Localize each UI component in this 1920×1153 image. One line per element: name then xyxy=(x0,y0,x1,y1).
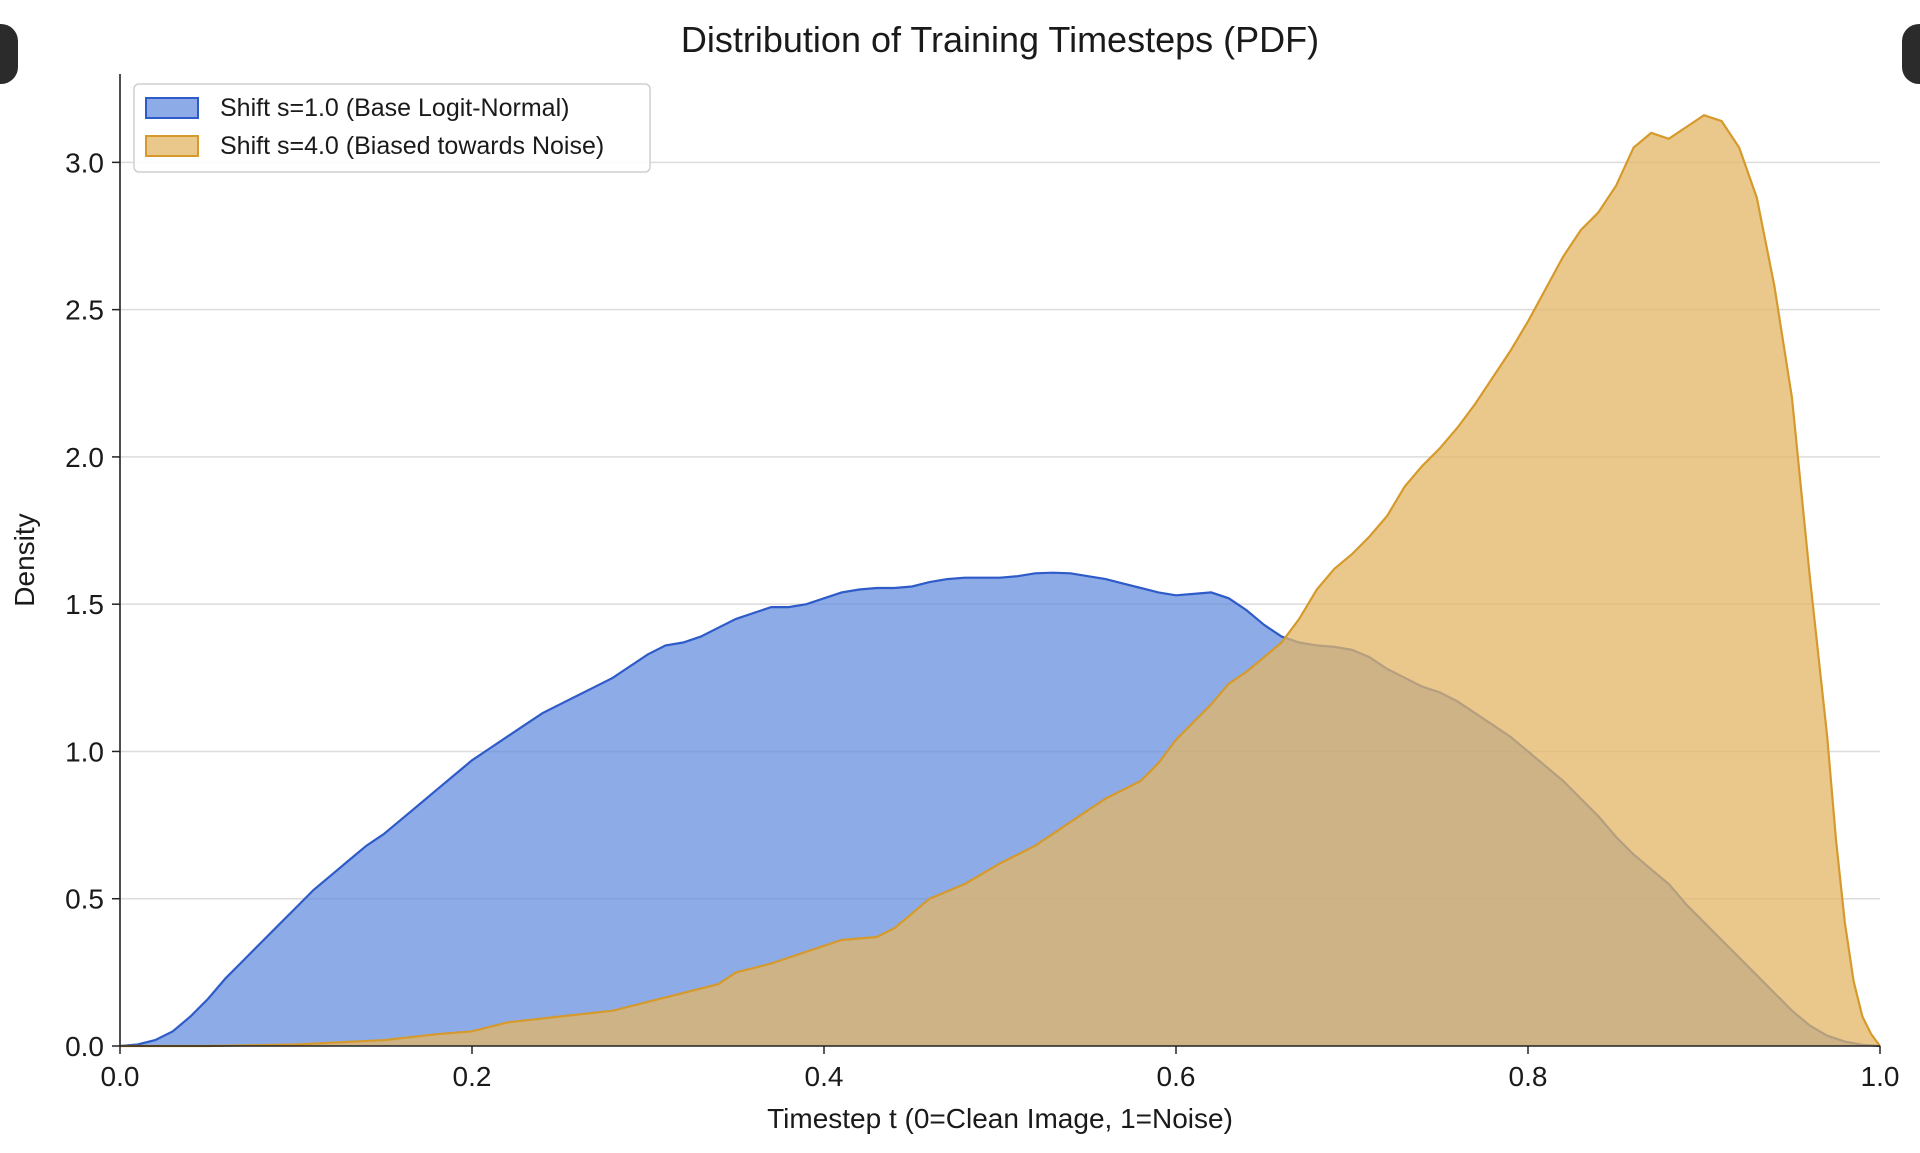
x-tick-label-3: 0.6 xyxy=(1157,1061,1196,1092)
legend-swatch-base xyxy=(145,97,199,119)
x-tick-label-5: 1.0 xyxy=(1861,1061,1900,1092)
x-tick-label-4: 0.8 xyxy=(1509,1061,1548,1092)
legend-frame xyxy=(133,83,651,173)
y-tick-label-4: 2.0 xyxy=(65,442,104,473)
legend-label-base: Shift s=1.0 (Base Logit-Normal) xyxy=(220,94,569,122)
axes xyxy=(119,74,1880,1047)
y-tick-label-5: 2.5 xyxy=(65,295,104,326)
y-tick-label-0: 0.0 xyxy=(65,1031,104,1062)
legend-label-shifted: Shift s=4.0 (Biased towards Noise) xyxy=(220,132,604,160)
area-outline-series-1 xyxy=(120,113,1881,1048)
y-axis-label: Density xyxy=(9,513,40,606)
y-tick-label-1: 0.5 xyxy=(65,884,104,915)
y-tick-label-6: 3.0 xyxy=(65,147,104,178)
chart-title: Distribution of Training Timesteps (PDF) xyxy=(681,19,1319,60)
legend-swatch-shifted xyxy=(145,135,199,157)
y-tick-label-3: 1.5 xyxy=(65,589,104,620)
corner-decoration-left xyxy=(0,24,18,84)
area-fill-series-1 xyxy=(120,115,1880,1046)
corner-decoration-right xyxy=(1902,24,1920,84)
x-tick-label-2: 0.4 xyxy=(805,1061,844,1092)
x-axis-label: Timestep t (0=Clean Image, 1=Noise) xyxy=(767,1103,1233,1134)
tick-labels: 0.0 0.2 0.4 0.6 0.8 1.0 0.0 0.5 1.0 1.5 2.0 2.5 3.0 xyxy=(65,147,1899,1092)
legend: Shift s=1.0 (Base Logit-Normal) Shift s=… xyxy=(133,83,651,173)
x-tick-label-0: 0.0 xyxy=(101,1061,140,1092)
plot-areas xyxy=(119,113,1881,1048)
y-tick-label-2: 1.0 xyxy=(65,736,104,767)
x-tick-label-1: 0.2 xyxy=(453,1061,492,1092)
